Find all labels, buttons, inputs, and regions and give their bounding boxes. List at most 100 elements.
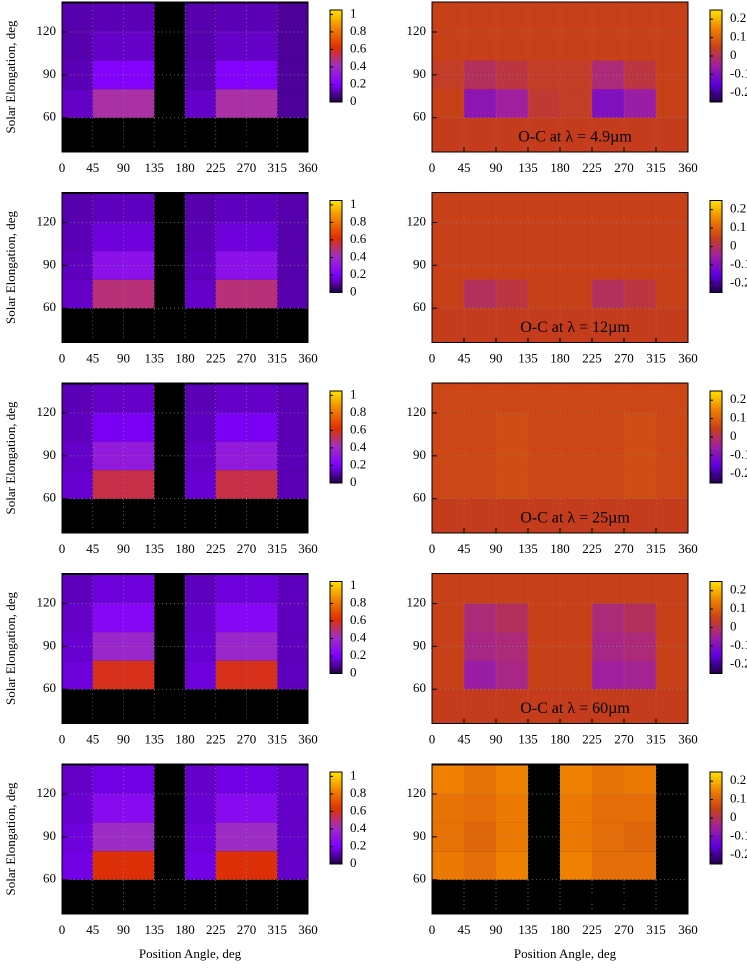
- colorbar-tick-label: 0.1: [730, 600, 746, 615]
- colorbar-tick-label: 0.8: [350, 404, 366, 419]
- heatmap-cell: [624, 193, 656, 223]
- heatmap-cell: [496, 660, 528, 690]
- colorbar-step: [710, 241, 722, 245]
- colorbar-step: [330, 831, 342, 835]
- heatmap-cell: [277, 822, 308, 852]
- heatmap-cell: [432, 32, 464, 61]
- heatmap-cell: [123, 603, 155, 633]
- colorbar-step: [710, 639, 722, 642]
- colorbar-step: [710, 221, 722, 224]
- colorbar-step: [710, 278, 722, 282]
- colorbar-step: [330, 21, 342, 25]
- colorbar-step: [710, 657, 722, 661]
- heatmap-cell: [496, 222, 528, 252]
- colorbar-step: [330, 464, 342, 468]
- colorbar-step: [330, 783, 342, 787]
- colorbar-step: [710, 30, 722, 34]
- heatmap-cell: [246, 660, 278, 690]
- colorbar-step: [330, 281, 342, 284]
- colorbar-step: [710, 774, 722, 778]
- x-tick-label: 180: [175, 160, 195, 175]
- colorbar-step: [710, 262, 722, 266]
- colorbar-step: [710, 437, 722, 440]
- x-tick-label: 135: [145, 541, 165, 556]
- colorbar-step: [710, 239, 722, 243]
- heatmap-cell: [592, 413, 624, 442]
- colorbar-step: [330, 443, 342, 447]
- x-tick-label: 90: [117, 160, 130, 175]
- x-tick-label: 360: [298, 350, 318, 365]
- heatmap-cell: [496, 193, 528, 223]
- colorbar-step: [330, 212, 342, 215]
- heatmap-cell: [560, 851, 592, 880]
- heatmap-cell: [656, 470, 688, 499]
- colorbar-step: [330, 411, 342, 415]
- colorbar-step: [330, 583, 342, 587]
- colorbar-step: [330, 255, 342, 259]
- heatmap-cell: [123, 660, 155, 690]
- colorbar-step: [330, 776, 342, 780]
- heatmap-cell: [560, 384, 592, 413]
- heatmap-cell: [560, 574, 592, 604]
- colorbar-step: [330, 813, 342, 817]
- colorbar-step: [710, 49, 722, 52]
- x-tick-label: 0: [59, 922, 66, 937]
- heatmap-cell: [432, 3, 464, 32]
- colorbar-step: [710, 808, 722, 812]
- heatmap-cell: [185, 822, 216, 852]
- colorbar-step: [710, 806, 722, 810]
- heatmap-cell: [528, 279, 560, 309]
- heatmap-cell: [277, 193, 308, 223]
- colorbar-step: [710, 35, 722, 39]
- colorbar-step: [710, 251, 722, 254]
- heatmap-cell: [560, 222, 592, 252]
- colorbar-step: [330, 799, 342, 803]
- colorbar-step: [710, 804, 722, 807]
- colorbar-step: [330, 12, 342, 16]
- colorbar-step: [710, 60, 722, 64]
- heatmap-cell: [62, 251, 93, 280]
- heatmap-cell: [560, 765, 592, 794]
- plot-frame: [61, 1, 309, 153]
- heatmap-cell: [432, 193, 464, 223]
- colorbar-step: [330, 287, 342, 291]
- heatmap-cell: [123, 765, 155, 794]
- heatmap-cell: [624, 3, 656, 32]
- colorbar-step: [330, 657, 342, 661]
- colorbar-step: [330, 818, 342, 821]
- colorbar-step: [710, 39, 722, 43]
- colorbar-step: [710, 46, 722, 50]
- x-tick-label: 135: [145, 922, 165, 937]
- heatmap-cell: [185, 222, 216, 252]
- x-tick-label: 225: [582, 541, 602, 556]
- colorbar-step: [710, 42, 722, 45]
- x-tick-label: 270: [237, 922, 257, 937]
- colorbar-tick-label: 0.2: [350, 647, 366, 662]
- heatmap-cell: [62, 413, 93, 442]
- colorbar-step: [330, 641, 342, 645]
- x-tick-label: 270: [614, 731, 634, 746]
- colorbar-tick-label: 0: [350, 664, 357, 679]
- heatmap-cell: [277, 279, 308, 309]
- plot-frame: [431, 192, 689, 343]
- colorbar-step: [330, 92, 342, 96]
- colorbar-step: [330, 97, 342, 101]
- colorbar-step: [330, 604, 342, 608]
- colorbar-step: [330, 590, 342, 594]
- colorbar-step: [710, 632, 722, 635]
- colorbar-step: [710, 625, 722, 628]
- colorbar-step: [710, 595, 722, 599]
- heatmap-cell: [185, 60, 216, 90]
- x-tick-label: 45: [86, 541, 99, 556]
- colorbar-step: [710, 627, 722, 631]
- panel-title: C at λ = 60µm: [154, 700, 247, 717]
- y-tick-label: 120: [407, 404, 427, 419]
- colorbar-step: [710, 795, 722, 798]
- colorbar-step: [710, 799, 722, 803]
- colorbar-step: [330, 827, 342, 830]
- colorbar-step: [330, 645, 342, 649]
- colorbar-step: [330, 466, 342, 470]
- x-tick-label: 0: [429, 541, 436, 556]
- heatmap-cell: [215, 32, 247, 61]
- colorbar-step: [710, 200, 722, 204]
